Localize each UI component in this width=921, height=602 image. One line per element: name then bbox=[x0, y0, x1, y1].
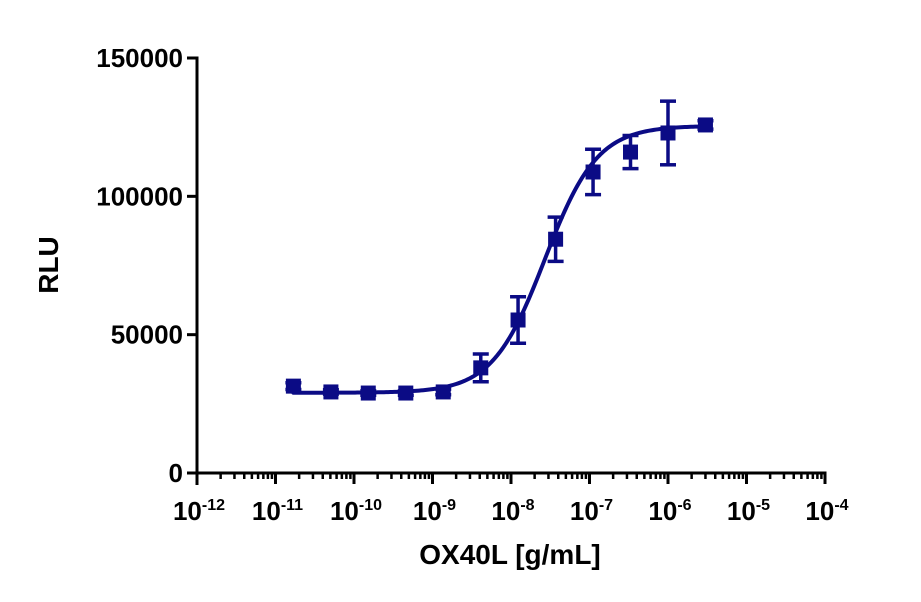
data-point bbox=[697, 117, 714, 133]
x-tick-label: 10-10 bbox=[330, 496, 382, 526]
data-point bbox=[285, 378, 302, 394]
data-point bbox=[472, 352, 489, 384]
square-marker bbox=[360, 385, 376, 401]
data-point bbox=[435, 384, 452, 400]
data-point bbox=[397, 385, 414, 401]
data-point bbox=[510, 295, 527, 345]
square-marker bbox=[435, 384, 451, 400]
data-point bbox=[585, 147, 602, 197]
data-point bbox=[360, 385, 377, 401]
x-tick-label: 10-12 bbox=[173, 496, 225, 526]
fit-curve bbox=[291, 124, 708, 395]
x-tick-label: 10-9 bbox=[413, 496, 456, 526]
x-tick-label: 10-6 bbox=[648, 496, 691, 526]
square-marker bbox=[585, 164, 601, 180]
y-tick-label: 100000 bbox=[96, 181, 183, 211]
x-axis-title: OX40L [g/mL] bbox=[419, 539, 601, 570]
square-marker bbox=[623, 144, 639, 160]
data-points bbox=[285, 99, 714, 401]
square-marker bbox=[660, 125, 676, 141]
y-tick-label: 150000 bbox=[96, 43, 183, 73]
data-point bbox=[547, 215, 564, 264]
data-point bbox=[660, 99, 676, 167]
square-marker bbox=[473, 360, 489, 376]
x-axis: 10-12 10-11 10-10 10-9 10-8 10-7 10-6 10-5 10-4 bbox=[173, 471, 849, 526]
square-marker bbox=[548, 231, 564, 247]
x-tick-label: 10-4 bbox=[805, 496, 848, 526]
x-tick-label: 10-5 bbox=[727, 496, 770, 526]
y-tick-label: 0 bbox=[169, 458, 183, 488]
x-tick-label: 10-7 bbox=[570, 496, 613, 526]
square-marker bbox=[510, 312, 526, 328]
fit-curve-line bbox=[291, 124, 708, 395]
square-marker bbox=[285, 378, 301, 394]
data-point bbox=[622, 133, 639, 171]
x-tick-label: 10-8 bbox=[491, 496, 534, 526]
square-marker bbox=[323, 384, 339, 400]
y-axis: 0 50000 100000 150000 bbox=[96, 43, 199, 488]
data-point bbox=[322, 384, 339, 400]
x-tick-label: 10-11 bbox=[252, 496, 303, 526]
square-marker bbox=[697, 117, 713, 133]
y-tick-label: 50000 bbox=[111, 320, 183, 350]
y-axis-title: RLU bbox=[33, 236, 64, 294]
square-marker bbox=[398, 385, 414, 401]
